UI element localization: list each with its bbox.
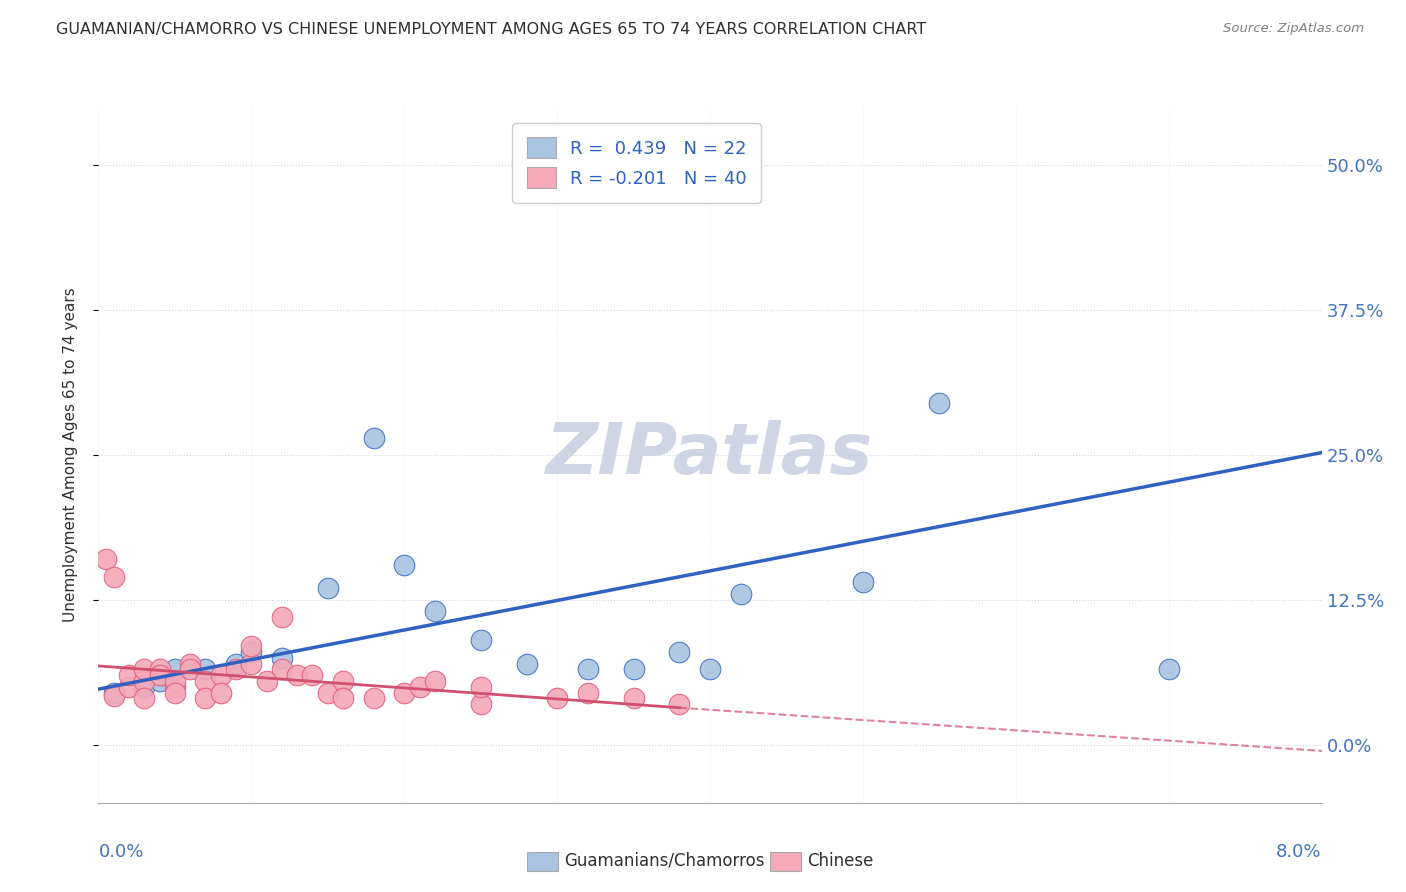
Point (209, 685, 232, 699)
Point (576, 662, 599, 676)
Point (103, 685, 125, 699)
Y-axis label: Unemployment Among Ages 65 to 74 years: Unemployment Among Ages 65 to 74 years (63, 287, 77, 623)
Point (134, 680, 156, 694)
Point (470, 698, 492, 712)
Text: ZIPatlas: ZIPatlas (547, 420, 873, 490)
Point (392, 558, 416, 573)
Point (699, 662, 721, 676)
Point (103, 689, 125, 703)
Point (179, 662, 201, 676)
Point (163, 662, 186, 676)
Point (1157, 662, 1180, 676)
Point (209, 668, 232, 682)
Point (316, 582, 339, 596)
Point (149, 668, 172, 682)
Point (285, 668, 308, 682)
Point (194, 674, 217, 689)
Point (423, 605, 446, 619)
Point (332, 674, 354, 689)
Point (149, 674, 172, 689)
Point (134, 662, 156, 676)
Text: Guamanians/Chamorros: Guamanians/Chamorros (564, 852, 765, 870)
Text: Chinese: Chinese (807, 852, 873, 870)
Point (270, 610, 294, 624)
Point (103, 570, 125, 584)
Point (134, 674, 156, 689)
Point (163, 685, 186, 699)
Point (623, 662, 645, 676)
Point (179, 657, 201, 671)
Point (623, 691, 645, 706)
Point (163, 674, 186, 689)
Point (256, 674, 278, 689)
Point (240, 639, 263, 653)
Text: Source: ZipAtlas.com: Source: ZipAtlas.com (1223, 22, 1364, 36)
Point (546, 691, 568, 706)
Point (134, 691, 156, 706)
Point (363, 691, 385, 706)
Point (423, 674, 446, 689)
Point (516, 657, 538, 671)
Point (94, 552, 117, 566)
Point (392, 685, 416, 699)
Point (332, 691, 354, 706)
Point (470, 633, 492, 648)
Point (240, 645, 263, 659)
Point (225, 662, 247, 676)
Point (194, 662, 217, 676)
Point (194, 691, 217, 706)
Point (668, 698, 690, 712)
Point (363, 431, 385, 445)
Point (668, 645, 690, 659)
Point (149, 662, 172, 676)
Point (576, 685, 599, 699)
Point (470, 680, 492, 694)
Point (225, 657, 247, 671)
Point (118, 668, 141, 682)
Text: 8.0%: 8.0% (1277, 844, 1322, 862)
Point (316, 685, 339, 699)
Point (730, 587, 752, 601)
Text: 0.0%: 0.0% (98, 844, 143, 862)
Legend: R =  0.439   N = 22, R = -0.201   N = 40: R = 0.439 N = 22, R = -0.201 N = 40 (512, 123, 761, 202)
Point (270, 651, 294, 665)
Point (301, 668, 323, 682)
Point (928, 396, 950, 410)
Point (163, 680, 186, 694)
Point (240, 657, 263, 671)
Text: GUAMANIAN/CHAMORRO VS CHINESE UNEMPLOYMENT AMONG AGES 65 TO 74 YEARS CORRELATION: GUAMANIAN/CHAMORRO VS CHINESE UNEMPLOYME… (56, 22, 927, 37)
Point (408, 680, 430, 694)
Point (118, 680, 141, 694)
Point (270, 662, 294, 676)
Point (852, 575, 875, 590)
